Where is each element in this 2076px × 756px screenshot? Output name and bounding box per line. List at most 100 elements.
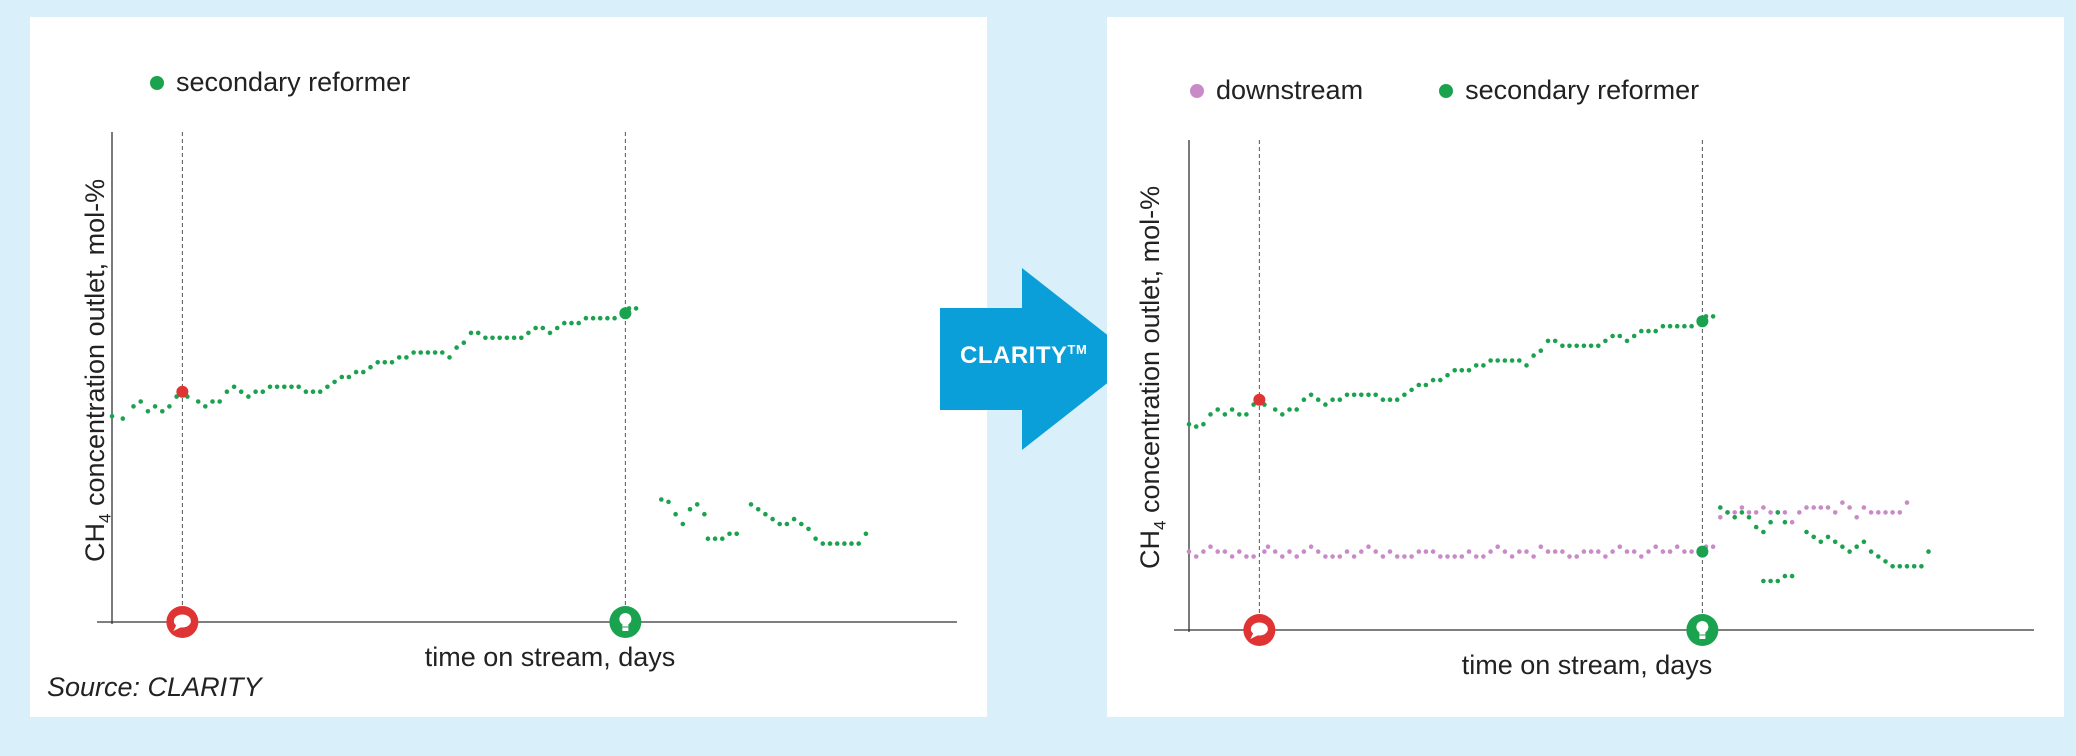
legend-dot-downstream — [1190, 83, 1204, 98]
data-point-downstream — [1208, 544, 1213, 549]
data-point-secondary-reformer — [1854, 544, 1859, 549]
data-point-secondary-reformer — [1732, 515, 1737, 520]
data-point-secondary-reformer — [1552, 338, 1558, 344]
data-point-secondary-reformer — [1215, 407, 1220, 412]
data-point-downstream — [1488, 549, 1493, 554]
legend-dot-secondary-reformer — [1439, 83, 1454, 98]
data-point-secondary-reformer — [1280, 412, 1285, 417]
data-point-downstream — [1517, 549, 1522, 554]
data-point-downstream — [1890, 510, 1895, 515]
chart-right-svg — [1174, 140, 2034, 646]
data-point-downstream — [1588, 549, 1594, 554]
data-point-secondary-reformer — [702, 511, 707, 517]
data-point-secondary-reformer — [317, 389, 323, 395]
data-point-downstream — [1789, 519, 1795, 525]
data-point-secondary-reformer — [1409, 387, 1414, 393]
data-point-downstream — [1840, 500, 1845, 505]
data-point-secondary-reformer — [1244, 412, 1249, 417]
data-point-downstream — [1287, 549, 1292, 554]
data-point-secondary-reformer — [195, 399, 201, 404]
data-point-secondary-reformer — [131, 404, 136, 409]
data-point-secondary-reformer — [554, 325, 560, 331]
speech-bubble-body — [1250, 622, 1268, 636]
data-point-downstream — [1811, 505, 1816, 510]
lightbulb-icon — [1686, 614, 1719, 646]
data-point-secondary-reformer — [659, 497, 664, 502]
data-point-secondary-reformer — [712, 536, 718, 541]
data-point-downstream — [1409, 554, 1414, 559]
data-point-secondary-reformer — [267, 384, 273, 390]
data-point-secondary-reformer — [1904, 564, 1910, 569]
data-point-downstream — [1581, 549, 1587, 554]
data-point-downstream — [1818, 505, 1824, 510]
data-point-secondary-reformer — [282, 384, 287, 390]
data-point-secondary-reformer — [720, 536, 725, 541]
data-point-downstream — [1416, 549, 1422, 554]
data-point-secondary-reformer — [1883, 559, 1888, 564]
data-point-secondary-reformer — [1394, 397, 1400, 403]
data-point-secondary-reformer — [511, 335, 517, 341]
speech-bubble-body — [173, 614, 191, 628]
data-point-secondary-reformer — [1344, 392, 1350, 398]
data-point-secondary-reformer — [1402, 392, 1407, 398]
data-point-secondary-reformer — [490, 335, 495, 341]
data-point-secondary-reformer — [1272, 407, 1278, 412]
data-point-secondary-reformer — [1545, 338, 1551, 344]
data-point-secondary-reformer — [1193, 424, 1199, 429]
data-point-secondary-reformer — [461, 340, 467, 346]
speech-bubble-tail — [173, 625, 182, 631]
y-axis-label-suffix: concentration outlet, mol-% — [80, 178, 110, 514]
data-point-downstream — [1315, 549, 1321, 554]
data-point-secondary-reformer — [799, 521, 804, 527]
data-point-downstream — [1215, 549, 1220, 554]
data-point-secondary-reformer — [666, 499, 671, 505]
data-point-secondary-reformer — [1323, 402, 1328, 407]
data-point-downstream — [1617, 544, 1623, 549]
data-point-secondary-reformer — [483, 335, 488, 341]
data-point-secondary-reformer — [1186, 421, 1192, 427]
data-point-secondary-reformer — [145, 409, 151, 414]
data-point-secondary-reformer — [332, 379, 337, 385]
highlight-point — [1696, 545, 1709, 558]
data-point-downstream — [1193, 554, 1199, 559]
data-point-secondary-reformer — [827, 541, 833, 546]
data-point-downstream — [1344, 549, 1350, 554]
data-point-secondary-reformer — [1811, 534, 1816, 540]
legend-label-secondary-reformer: secondary reformer — [176, 67, 411, 97]
data-point-secondary-reformer — [1610, 333, 1615, 339]
data-point-downstream — [1265, 544, 1271, 549]
data-point-secondary-reformer — [1646, 328, 1651, 334]
data-point-secondary-reformer — [694, 502, 700, 507]
arrow-shape — [940, 268, 1138, 450]
data-point-secondary-reformer — [1351, 392, 1357, 398]
data-point-secondary-reformer — [569, 320, 574, 326]
data-point-secondary-reformer — [806, 526, 811, 532]
data-point-secondary-reformer — [727, 531, 732, 537]
data-point-downstream — [1574, 554, 1579, 559]
data-point-secondary-reformer — [1804, 529, 1809, 535]
data-point-downstream — [1387, 549, 1393, 554]
data-point-secondary-reformer — [590, 315, 596, 321]
highlight-point — [619, 307, 632, 320]
data-point-secondary-reformer — [1753, 524, 1759, 530]
data-point-downstream — [1330, 554, 1335, 559]
data-point-secondary-reformer — [1868, 549, 1874, 554]
data-point-downstream — [1237, 549, 1242, 554]
data-point-downstream — [1660, 549, 1666, 554]
data-point-downstream — [1473, 554, 1479, 559]
data-point-secondary-reformer — [361, 369, 366, 375]
data-point-secondary-reformer — [325, 384, 330, 390]
data-point-downstream — [1847, 505, 1852, 510]
data-point-secondary-reformer — [274, 384, 280, 390]
data-point-secondary-reformer — [1373, 392, 1378, 398]
data-point-downstream — [1394, 554, 1400, 559]
lightbulb-bulb — [1696, 621, 1709, 633]
data-point-downstream — [1337, 554, 1343, 559]
data-point-secondary-reformer — [210, 399, 215, 404]
data-point-downstream — [1667, 549, 1673, 554]
y-axis-label-suffix: concentration outlet, mol-% — [1135, 185, 1165, 521]
data-point-downstream — [1883, 510, 1888, 515]
data-point-secondary-reformer — [777, 521, 782, 527]
data-point-secondary-reformer — [1876, 554, 1881, 559]
data-point-secondary-reformer — [1416, 382, 1422, 388]
